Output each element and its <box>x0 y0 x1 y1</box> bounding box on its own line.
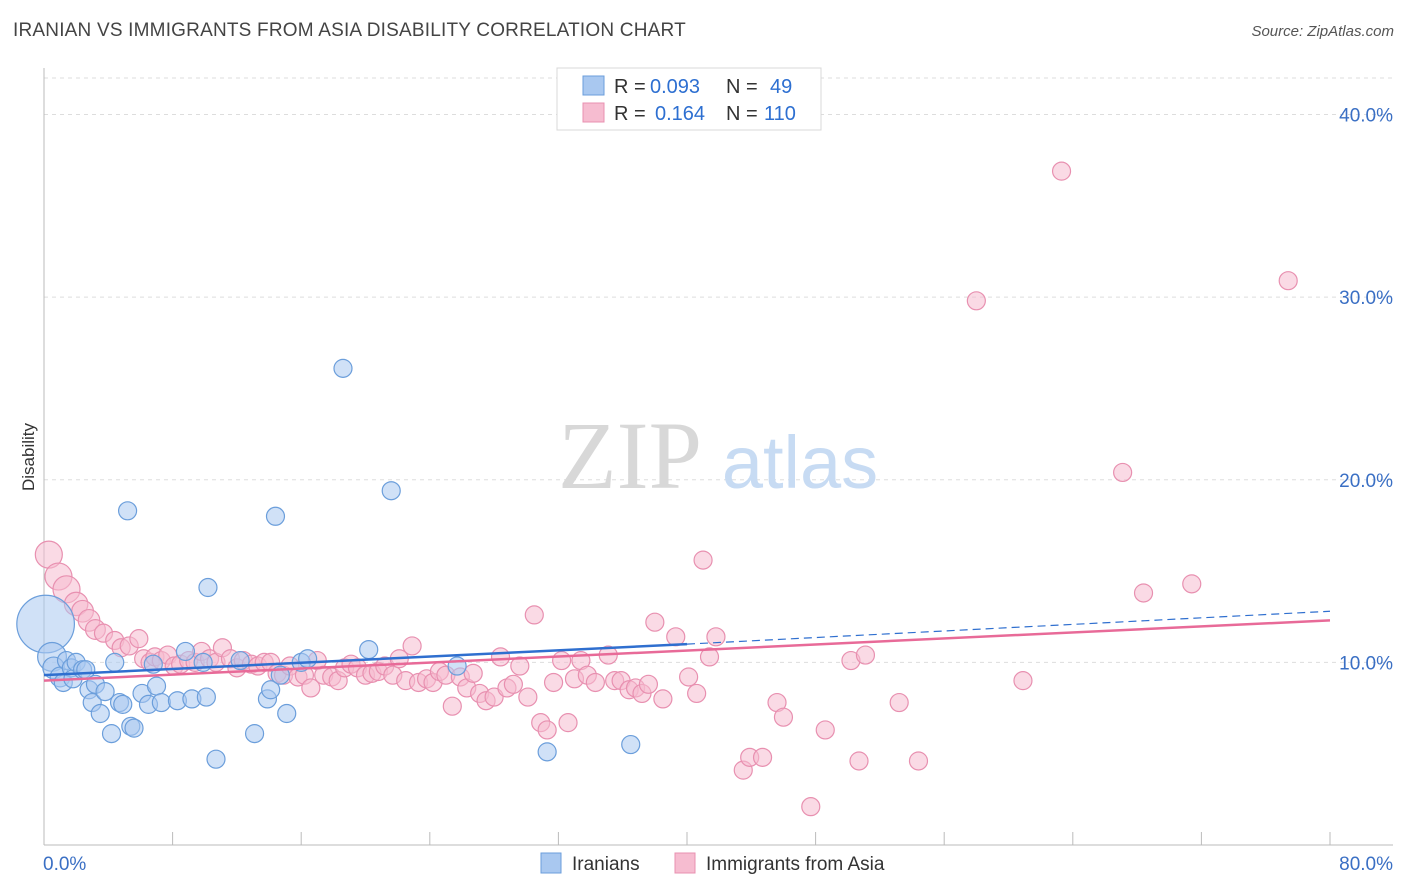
data-point <box>277 703 297 724</box>
data-point <box>518 687 538 707</box>
series-iranians <box>16 358 641 769</box>
data-point <box>105 652 125 672</box>
data-point <box>175 641 196 662</box>
data-point <box>815 720 835 740</box>
legend-n-value-1: 49 <box>770 76 792 98</box>
watermark-zip: ZIP <box>558 402 702 509</box>
legend-swatch-iranians <box>582 75 605 96</box>
data-point <box>558 713 578 733</box>
bottom-legend-label-asia: Immigrants from Asia <box>706 854 885 875</box>
bottom-legend-label-iranians: Iranians <box>572 854 640 875</box>
data-point <box>101 724 122 744</box>
data-point <box>117 501 138 521</box>
y-tick-label: 40.0% <box>1339 106 1393 127</box>
data-point <box>198 577 218 598</box>
data-point <box>1113 462 1133 483</box>
data-point <box>524 605 544 625</box>
watermark-atlas: atlas <box>722 421 878 504</box>
legend-n-label-1: N = <box>726 76 758 98</box>
data-point <box>699 647 720 667</box>
data-point <box>359 639 379 660</box>
data-point <box>855 645 876 665</box>
bottom-legend-swatch-iranians <box>540 852 562 874</box>
bottom-legend-swatch-asia <box>674 852 696 874</box>
legend-n-label-2: N = <box>726 103 758 125</box>
legend-r-label-1: R = <box>614 76 646 98</box>
data-point <box>244 724 265 744</box>
axes <box>43 68 1393 846</box>
data-point <box>1133 583 1154 603</box>
y-tick-labels: 10.0% 20.0% 30.0% 40.0% <box>1339 106 1393 675</box>
data-point <box>381 481 401 501</box>
data-point <box>537 742 557 762</box>
data-point <box>773 707 794 727</box>
data-point <box>510 656 530 676</box>
chart-title: IRANIAN VS IMMIGRANTS FROM ASIA DISABILI… <box>13 20 686 41</box>
y-axis-label: Disability <box>19 422 38 491</box>
data-point <box>966 291 986 311</box>
data-point <box>1182 574 1202 594</box>
data-point <box>543 672 564 693</box>
data-point <box>261 680 281 700</box>
data-point <box>552 650 572 671</box>
trend-line-iranians <box>43 642 688 677</box>
data-point <box>90 703 110 724</box>
data-point <box>653 689 673 709</box>
data-point <box>463 663 483 683</box>
data-point <box>265 506 286 526</box>
data-point <box>298 649 318 669</box>
trend-lines <box>43 610 1331 682</box>
data-point <box>537 720 557 740</box>
x-tick-label-max: 80.0% <box>1339 854 1393 875</box>
data-point <box>693 550 713 570</box>
data-point <box>113 694 133 714</box>
legend-n-value-2: 110 <box>764 103 796 125</box>
source-label: Source: ZipAtlas.com <box>1251 23 1394 40</box>
data-point <box>1278 271 1298 291</box>
legend-r-value-1: 0.093 <box>650 76 700 98</box>
trend-line-iranians-extension <box>686 610 1331 645</box>
y-tick-label: 10.0% <box>1339 653 1393 674</box>
data-point <box>687 683 707 704</box>
data-point <box>801 797 821 817</box>
data-point <box>151 692 171 713</box>
data-point <box>706 627 726 647</box>
data-point <box>638 674 659 694</box>
series-legend: Iranians Immigrants from Asia <box>540 852 885 875</box>
data-point <box>442 696 462 716</box>
data-point <box>95 681 115 702</box>
data-point <box>333 358 353 378</box>
data-point <box>908 751 929 771</box>
data-point <box>1051 161 1072 181</box>
data-point <box>503 674 523 694</box>
trend-line-asia <box>43 619 1331 682</box>
y-tick-label: 20.0% <box>1339 471 1393 492</box>
data-point <box>585 672 605 693</box>
data-point <box>621 734 641 755</box>
data-point <box>889 692 909 713</box>
data-point <box>447 656 467 676</box>
y-tick-label: 30.0% <box>1339 288 1393 309</box>
data-point <box>196 687 216 707</box>
legend-r-label-2: R = <box>614 103 646 125</box>
data-point <box>849 751 869 771</box>
data-point <box>402 636 422 656</box>
data-point <box>490 647 511 667</box>
data-point <box>129 629 149 649</box>
data-point <box>679 667 699 687</box>
data-point <box>645 612 665 632</box>
watermark: ZIP atlas <box>558 402 878 509</box>
legend-r-value-2: 0.164 <box>655 103 705 125</box>
data-point <box>206 749 226 769</box>
legend-swatch-asia <box>582 102 605 123</box>
stats-legend: R = 0.093 N = 49 R = 0.164 N = 110 <box>556 67 822 131</box>
data-point <box>124 718 144 738</box>
x-tick-label-min: 0.0% <box>43 854 86 875</box>
data-point <box>146 676 167 696</box>
data-point <box>752 747 773 767</box>
data-point <box>1013 671 1033 691</box>
data-point <box>301 678 321 698</box>
